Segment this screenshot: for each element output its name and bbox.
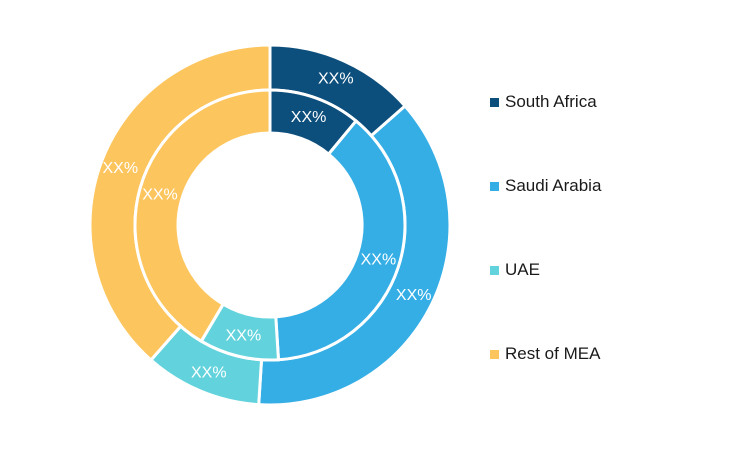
outer-label-rest-of-mea: XX%	[103, 160, 139, 177]
inner-ring	[133, 88, 407, 362]
inner-label-south-africa: XX%	[291, 109, 327, 126]
legend-item-rest-of-mea: Rest of MEA	[490, 340, 730, 368]
inner-slice-rest-of-mea	[133, 88, 272, 344]
slice-labels: XX%XX%XX%XX%XX%XX%XX%XX%	[103, 71, 432, 382]
legend-label-saudi-arabia: Saudi Arabia	[505, 176, 602, 195]
legend-label-uae: UAE	[505, 260, 540, 279]
legend-swatch-saudi-arabia	[490, 181, 499, 191]
legend-swatch-south-africa	[490, 97, 499, 107]
outer-ring	[88, 43, 452, 407]
inner-label-uae: XX%	[226, 327, 262, 344]
inner-label-saudi-arabia: XX%	[361, 252, 397, 269]
legend-swatch-rest-of-mea	[490, 349, 499, 359]
outer-label-saudi-arabia: XX%	[396, 287, 432, 304]
legend-item-saudi-arabia: Saudi Arabia	[490, 172, 730, 200]
legend-label-rest-of-mea: Rest of MEA	[505, 344, 601, 363]
legend-swatch-uae	[490, 265, 499, 275]
legend-item-south-africa: South Africa	[490, 88, 730, 116]
outer-label-south-africa: XX%	[318, 71, 354, 88]
inner-slice-saudi-arabia	[274, 118, 407, 362]
legend: South Africa Saudi Arabia UAE Rest of ME…	[490, 88, 730, 424]
legend-label-south-africa: South Africa	[505, 92, 597, 111]
inner-label-rest-of-mea: XX%	[142, 186, 178, 203]
outer-label-uae: XX%	[191, 364, 227, 381]
legend-item-uae: UAE	[490, 256, 730, 284]
